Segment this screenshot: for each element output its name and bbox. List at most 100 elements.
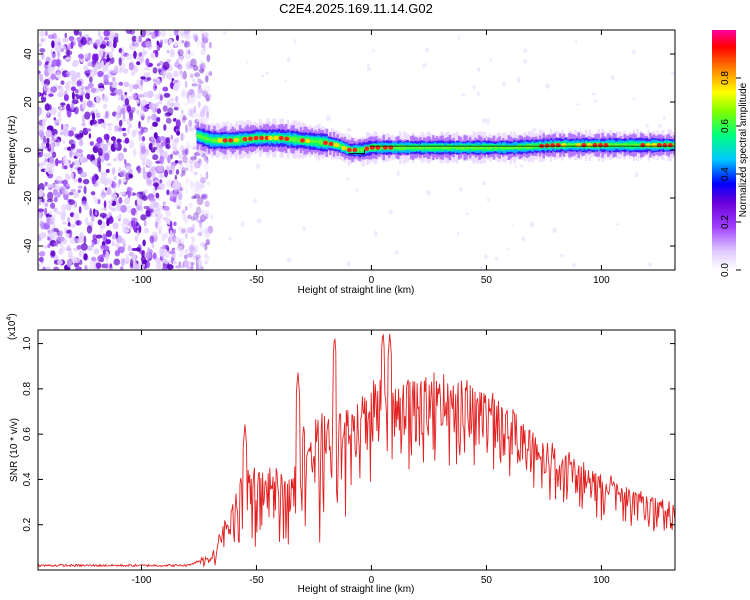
noise-blob: [521, 236, 526, 242]
noise-blob: [246, 60, 249, 64]
noise-blob: [131, 217, 138, 224]
noise-blob: [203, 153, 207, 163]
noise-blob: [118, 236, 123, 244]
noise-blob: [204, 75, 209, 83]
noise-blob: [114, 125, 119, 133]
noise-blob: [146, 261, 151, 268]
signal-peak: [668, 143, 673, 148]
signal-peak: [352, 147, 358, 153]
signal-peak: [267, 135, 273, 141]
noise-blob: [128, 113, 134, 121]
noise-blob: [55, 175, 63, 182]
noise-blob: [210, 214, 214, 220]
noise-blob: [199, 70, 204, 74]
noise-blob: [64, 188, 70, 195]
noise-blob: [179, 173, 184, 178]
noise-blob: [39, 48, 46, 53]
noise-blob: [114, 141, 119, 149]
noise-blob: [136, 109, 140, 115]
noise-blob: [172, 80, 176, 84]
signal-peak: [228, 138, 234, 143]
signal-band: [445, 146, 448, 149]
noise-blob: [173, 145, 178, 152]
noise-blob: [78, 139, 84, 147]
signal-band: [522, 145, 525, 148]
signal-band: [630, 144, 634, 147]
noise-blob: [191, 120, 197, 128]
noise-blob: [42, 123, 45, 131]
x-tick-label: -100: [131, 575, 151, 586]
noise-blob: [108, 203, 113, 210]
noise-blob: [51, 151, 57, 158]
noise-blob: [56, 119, 61, 124]
noise-blob: [103, 30, 111, 37]
noise-blob: [155, 221, 158, 229]
noise-blob: [355, 188, 359, 193]
signal-band: [262, 135, 266, 141]
noise-blob: [188, 127, 195, 132]
noise-blob: [197, 160, 204, 164]
noise-blob: [123, 81, 130, 88]
noise-blob: [204, 200, 210, 208]
noise-blob: [91, 119, 97, 125]
noise-blob: [145, 210, 151, 218]
signal-band: [240, 138, 244, 141]
noise-blob: [99, 226, 103, 235]
noise-blob: [116, 138, 122, 144]
noise-blob: [388, 209, 393, 215]
snr-ticks: -100 -50 0 50 100 0.2 0.4 0.6 0.8 1.0: [22, 330, 675, 586]
noise-blob: [197, 87, 203, 94]
noise-blob: [120, 107, 126, 115]
signal-band: [426, 145, 430, 150]
noise-blob: [95, 112, 101, 119]
noise-blob: [181, 92, 189, 99]
noise-blob: [62, 37, 69, 43]
noise-blob: [47, 66, 55, 75]
noise-blob: [103, 133, 110, 141]
noise-blob: [134, 39, 140, 48]
noise-blob: [82, 157, 88, 163]
noise-blob: [523, 59, 527, 64]
signal-band: [395, 146, 398, 149]
signal-band: [619, 144, 623, 146]
noise-blob: [208, 41, 212, 49]
noise-blob: [134, 128, 139, 134]
noise-blob: [265, 71, 270, 75]
noise-blob: [140, 78, 144, 86]
noise-blob: [177, 48, 184, 57]
colorbar-tick-label: 0.6: [720, 119, 731, 133]
noise-blob: [174, 42, 178, 48]
noise-blob: [54, 207, 58, 213]
noise-blob: [175, 95, 179, 102]
noise-blob: [143, 220, 147, 227]
noise-blob: [111, 168, 116, 175]
noise-blob: [71, 102, 75, 111]
signal-band: [433, 146, 437, 149]
signal-peak: [364, 146, 370, 151]
noise-blob: [63, 128, 70, 137]
signal-peak: [217, 138, 223, 143]
noise-blob: [103, 200, 107, 209]
noise-blob: [256, 218, 262, 224]
noise-blob: [150, 211, 157, 218]
signal-band: [621, 143, 625, 148]
noise-blob: [180, 161, 184, 171]
noise-blob: [110, 136, 117, 142]
noise-blob: [143, 91, 149, 98]
noise-blob: [197, 100, 201, 109]
noise-blob: [50, 145, 55, 154]
noise-blob: [42, 37, 47, 42]
noise-blob: [176, 73, 183, 78]
noise-blob: [70, 41, 74, 49]
noise-blob: [205, 156, 209, 164]
noise-blob: [160, 30, 167, 38]
noise-blob: [38, 251, 46, 257]
noise-blob: [168, 169, 173, 175]
y-tick-label: 20: [23, 96, 34, 108]
noise-blob: [57, 50, 61, 57]
noise-blob: [51, 214, 56, 223]
noise-blob: [50, 250, 56, 257]
noise-blob: [465, 212, 469, 216]
noise-blob: [193, 105, 197, 114]
x-tick-label: -50: [249, 275, 264, 286]
